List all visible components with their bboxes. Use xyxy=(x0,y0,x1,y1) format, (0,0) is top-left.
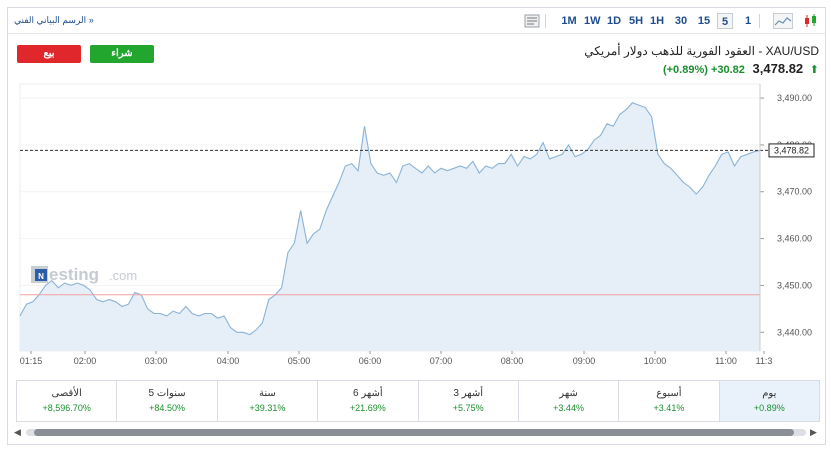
chart-scrollbar[interactable]: ◀ ▶ xyxy=(8,426,825,438)
period-change: +21.69% xyxy=(349,403,386,413)
watermark-text: esting xyxy=(49,265,99,284)
interval-button-15[interactable]: 15 xyxy=(697,15,711,27)
x-tick-label: 03:00 xyxy=(145,356,168,366)
details-icon[interactable] xyxy=(524,13,540,29)
performance-period[interactable]: أسبوع +3.41% xyxy=(618,381,718,421)
instrument-title: XAU/USD - العقود الفورية للذهب دولار أمر… xyxy=(584,44,819,58)
area-chart-icon[interactable] xyxy=(773,13,793,29)
current-price-label: 3,478.82 xyxy=(768,143,815,158)
period-change: +8,596.70% xyxy=(42,403,91,413)
period-label: يوم xyxy=(762,388,777,399)
performance-period[interactable]: 5 سنوات +84.50% xyxy=(116,381,216,421)
x-tick-label: 01:15 xyxy=(20,356,43,366)
period-label: 5 سنوات xyxy=(148,388,186,399)
buy-button[interactable]: شراء xyxy=(90,45,154,63)
period-change: +3.41% xyxy=(653,403,685,413)
x-tick-label: 11:00 xyxy=(715,356,737,366)
period-change: +5.75% xyxy=(452,403,484,413)
x-tick-label: 06:00 xyxy=(359,356,382,366)
y-tick-label: 3,470.00 xyxy=(777,187,812,197)
svg-text:3,478.82: 3,478.82 xyxy=(774,145,809,155)
y-tick-label: 3,440.00 xyxy=(777,327,812,337)
performance-period[interactable]: شهر +3.44% xyxy=(517,381,618,421)
x-axis: 01:15 02:00 03:00 04:00 05:00 06:00 07:00 08:00… xyxy=(20,351,773,366)
scroll-right-icon[interactable]: ▶ xyxy=(810,427,817,437)
investing-watermark: N esting .com xyxy=(31,265,137,284)
y-tick-label: 3,450.00 xyxy=(777,280,812,290)
technical-chart-link[interactable]: الرسم البياني الفني » xyxy=(14,15,94,25)
interval-button-5[interactable]: 5 xyxy=(717,13,733,29)
watermark-badge: N xyxy=(38,272,44,281)
sell-button[interactable]: بيع xyxy=(17,45,81,63)
interval-button-1m[interactable]: 1M xyxy=(561,15,577,27)
performance-period[interactable]: 3 أشهر +5.75% xyxy=(417,381,518,421)
price-line-series xyxy=(19,102,761,336)
arrow-up-icon: ⬆ xyxy=(809,64,819,76)
price-chart[interactable]: N esting .com 3,490.003,480.003,470.003,… xyxy=(8,8,825,376)
price-change: (+0.89%) +30.82 xyxy=(662,64,745,76)
performance-period[interactable]: يوم +0.89% xyxy=(718,381,819,421)
interval-button-30[interactable]: 30 xyxy=(674,15,688,27)
price-area xyxy=(20,102,760,351)
x-tick-label: 10:00 xyxy=(644,356,667,366)
current-price: 3,478.82 xyxy=(752,61,804,76)
x-tick-label: 11:3 xyxy=(756,356,773,366)
interval-button-1w[interactable]: 1W xyxy=(584,15,601,27)
interval-button-1d[interactable]: 1D xyxy=(606,15,622,27)
scroll-left-icon[interactable]: ◀ xyxy=(14,427,21,437)
period-change: +39.31% xyxy=(249,403,286,413)
interval-button-1h[interactable]: 1H xyxy=(649,15,665,27)
period-change: +0.89% xyxy=(753,403,785,413)
period-label: 3 أشهر xyxy=(453,388,483,399)
scroll-thumb[interactable] xyxy=(34,429,794,436)
x-tick-label: 02:00 xyxy=(74,356,97,366)
period-change: +84.50% xyxy=(149,403,185,413)
y-axis: 3,490.003,480.003,470.003,460.003,450.00… xyxy=(759,84,812,351)
y-tick-label: 3,490.00 xyxy=(777,93,812,103)
period-label: أسبوع xyxy=(656,388,682,399)
period-label: شهر xyxy=(559,388,578,399)
candlestick-icon[interactable] xyxy=(803,13,819,29)
performance-period[interactable]: 6 أشهر +21.69% xyxy=(317,381,417,421)
toolbar-divider xyxy=(759,14,760,28)
x-tick-label: 07:00 xyxy=(430,356,453,366)
x-tick-label: 04:00 xyxy=(217,356,240,366)
period-label: سنة xyxy=(259,388,276,399)
performance-period[interactable]: سنة +39.31% xyxy=(216,381,317,421)
price-line: (+0.89%) +30.82 3,478.82 ⬆ xyxy=(663,61,819,76)
y-tick-label: 3,460.00 xyxy=(777,234,812,244)
interval-button-1[interactable]: 1 xyxy=(744,15,752,27)
chart-toolbar: الرسم البياني الفني » 1M 1W 1D 5H 1H 30 15 5 1 xyxy=(8,8,825,34)
period-label: 6 أشهر xyxy=(352,388,383,399)
watermark-suffix: .com xyxy=(109,268,137,283)
period-label: الأقصى xyxy=(51,388,82,399)
x-tick-label: 09:00 xyxy=(573,356,596,366)
interval-button-5h[interactable]: 5H xyxy=(628,15,644,27)
toolbar-divider xyxy=(545,14,546,28)
x-tick-label: 05:00 xyxy=(288,356,311,366)
x-tick-label: 08:00 xyxy=(501,356,524,366)
performance-period[interactable]: الأقصى +8,596.70% xyxy=(17,381,116,421)
performance-bar: يوم +0.89% أسبوع +3.41% شهر +3.44% 3 أشهر +5.75… xyxy=(16,380,820,422)
period-change: +3.44% xyxy=(553,403,584,413)
chart-widget: الرسم البياني الفني » 1M 1W 1D 5H 1H 30 15 5 1 X… xyxy=(7,7,826,445)
